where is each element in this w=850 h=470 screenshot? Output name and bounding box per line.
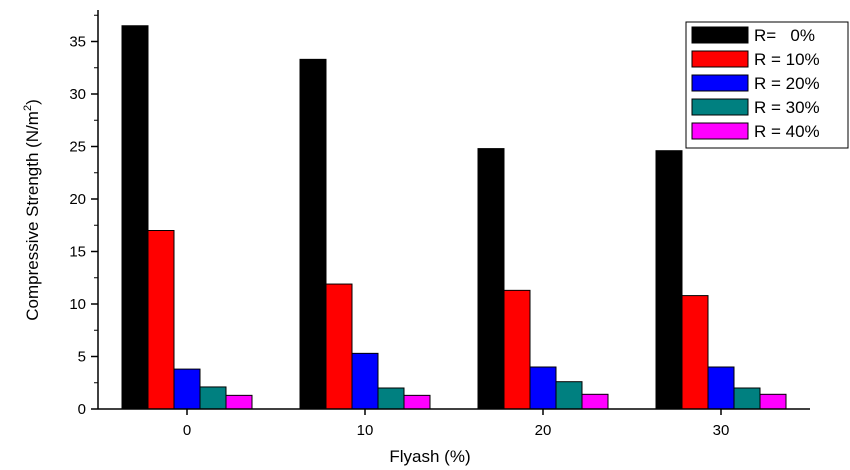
bar-r20-flyash-0 [173,368,201,410]
bar-r40-flyash-0 [225,394,253,410]
y-tick-label: 0 [78,401,86,418]
legend-swatch [691,74,749,92]
y-tick-label: 20 [69,191,86,208]
legend-swatch [691,26,749,44]
bar-r40-flyash-30 [759,393,787,410]
legend-label: R = 10% [754,50,820,69]
x-tick-label: 10 [357,422,374,439]
y-tick-label: 5 [78,349,86,366]
bar-r40-flyash-10 [403,394,431,410]
y-tick-label: 10 [69,296,86,313]
x-axis-title: Flyash (%) [389,447,470,466]
y-tick-label: 35 [69,34,86,51]
bar-r0-flyash-20 [477,148,505,410]
legend: R= 0% R = 10% R = 20% R = 30% R = 40% [685,21,849,149]
y-axis-title-tail: ) [23,99,42,105]
y-tick-label: 25 [69,139,86,156]
bar-r30-flyash-0 [199,386,227,410]
bar-r30-flyash-30 [733,387,761,410]
bar-r10-flyash-20 [503,289,531,410]
bar-r10-flyash-0 [147,230,175,410]
legend-swatch [691,50,749,68]
legend-swatch [691,122,749,140]
y-axis-title-main: Compressive Strength (N/m [23,111,42,321]
bar-r20-flyash-20 [529,366,557,410]
legend-swatch [691,98,749,116]
x-tick-label: 0 [183,422,191,439]
bar-r40-flyash-20 [581,393,609,410]
legend-label: R = 20% [754,74,820,93]
bar-r0-flyash-10 [299,58,327,410]
axes-layer [97,10,810,410]
ticks-layer: 0 10 20 30 0 5 10 15 20 25 30 35 [69,14,730,439]
bar-r20-flyash-10 [351,352,379,410]
legend-label: R= 0% [754,26,815,45]
bar-r30-flyash-10 [377,387,405,410]
x-tick-label: 30 [713,422,730,439]
y-axis-title-superscript: 2 [22,105,34,111]
bar-r10-flyash-10 [325,283,353,410]
y-axis-title: Compressive Strength (N/m2) [22,99,42,321]
y-tick-label: 15 [69,244,86,261]
legend-label: R = 40% [754,122,820,141]
bars-layer [121,25,787,410]
y-tick-label: 30 [69,86,86,103]
bar-r0-flyash-0 [121,25,149,410]
bar-r20-flyash-30 [707,366,735,410]
bar-r0-flyash-30 [655,150,683,410]
bar-r10-flyash-30 [681,295,709,410]
legend-label: R = 30% [754,98,820,117]
x-tick-label: 20 [535,422,552,439]
bar-r30-flyash-20 [555,381,583,410]
